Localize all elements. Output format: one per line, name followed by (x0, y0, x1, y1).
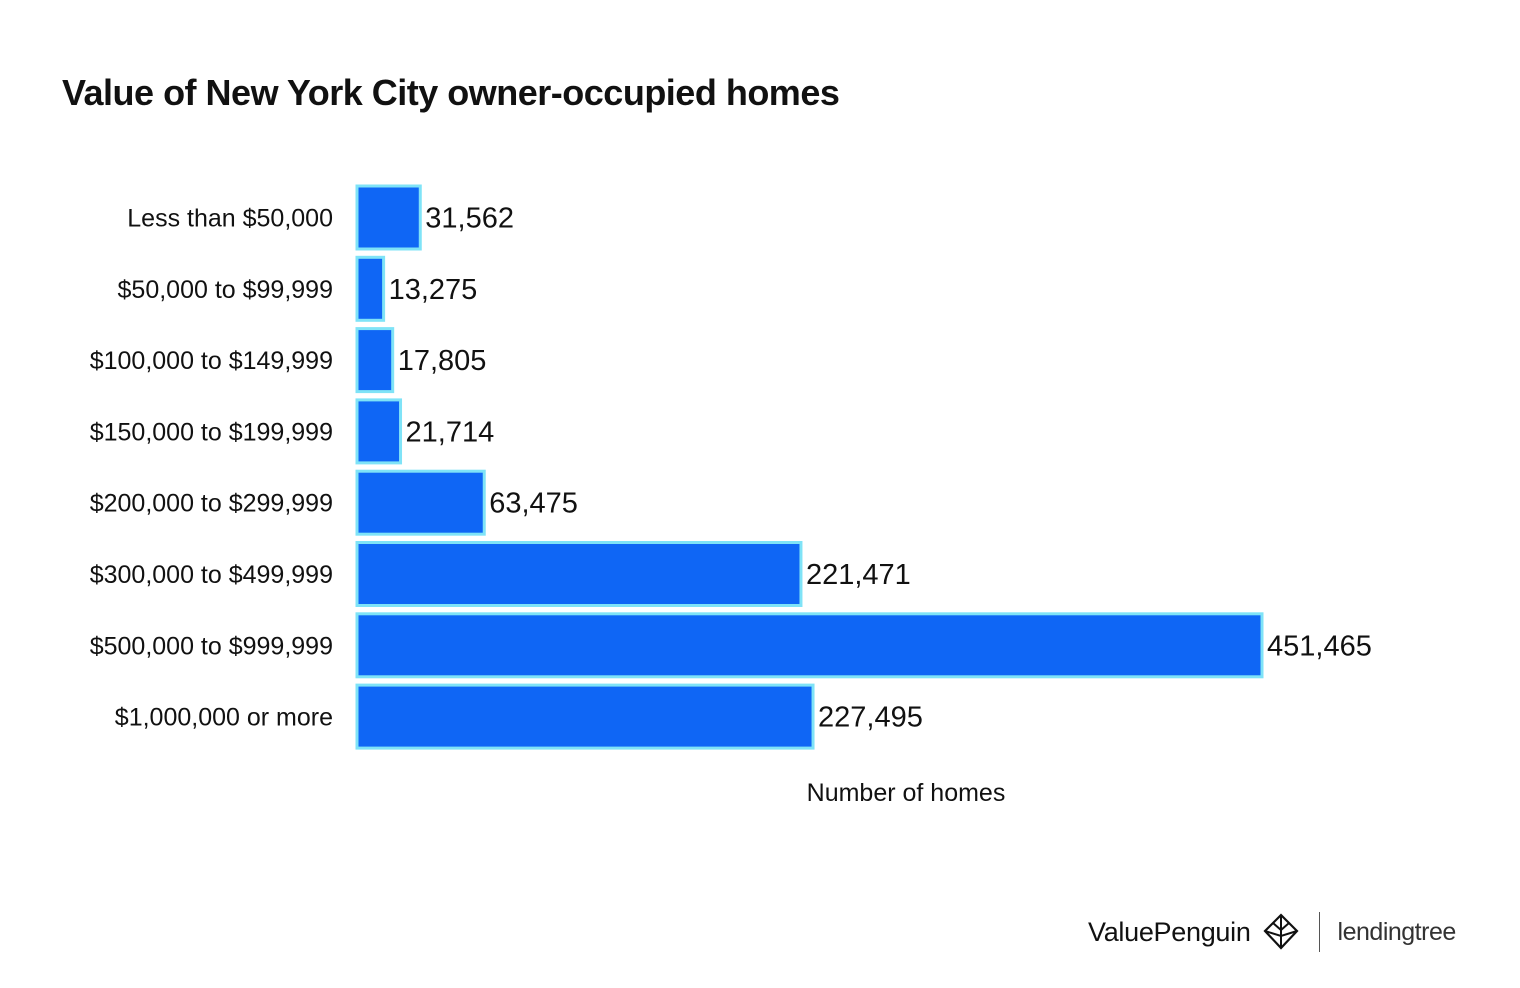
bar-0 (355, 184, 422, 251)
value-label-6: 451,465 (1267, 630, 1372, 662)
category-label-0: Less than $50,000 (127, 205, 333, 233)
value-label-4: 63,475 (489, 488, 578, 520)
value-label-3: 21,714 (406, 416, 495, 448)
footer-branding: ValuePenguin lendingtree (1088, 910, 1456, 954)
bars-group (355, 184, 1264, 750)
valuepenguin-wordmark: ValuePenguin (1088, 916, 1251, 947)
category-label-1: $50,000 to $99,999 (118, 276, 333, 304)
category-label-2: $100,000 to $149,999 (90, 347, 333, 375)
category-labels-group: Less than $50,000 $50,000 to $99,999 $100,… (90, 205, 333, 732)
bar-4 (355, 469, 486, 536)
chart-title: Value of New York City owner-occupied ho… (62, 72, 840, 113)
value-labels-group: 31,562 13,275 17,805 21,714 63,475 221,471 451… (389, 203, 1372, 734)
value-label-7: 227,495 (818, 702, 923, 734)
x-axis-label: Number of homes (807, 779, 1006, 807)
bar-3 (355, 398, 403, 465)
category-label-3: $150,000 to $199,999 (90, 418, 333, 446)
value-label-1: 13,275 (389, 274, 478, 306)
penguin-logo-icon (1263, 913, 1299, 950)
value-label-2: 17,805 (398, 345, 487, 377)
bar-5 (355, 541, 803, 607)
bar-1 (355, 255, 386, 322)
category-label-5: $300,000 to $499,999 (90, 561, 333, 589)
category-label-4: $200,000 to $299,999 (90, 490, 333, 518)
value-label-0: 31,562 (425, 203, 514, 235)
bar-2 (355, 327, 395, 394)
lendingtree-wordmark: lendingtree (1337, 917, 1457, 946)
footer-divider (1318, 912, 1320, 952)
value-label-5: 221,471 (806, 559, 911, 591)
category-label-6: $500,000 to $999,999 (90, 632, 333, 660)
bar-7 (355, 683, 815, 750)
bar-6 (355, 612, 1264, 679)
category-label-7: $1,000,000 or more (115, 704, 333, 732)
